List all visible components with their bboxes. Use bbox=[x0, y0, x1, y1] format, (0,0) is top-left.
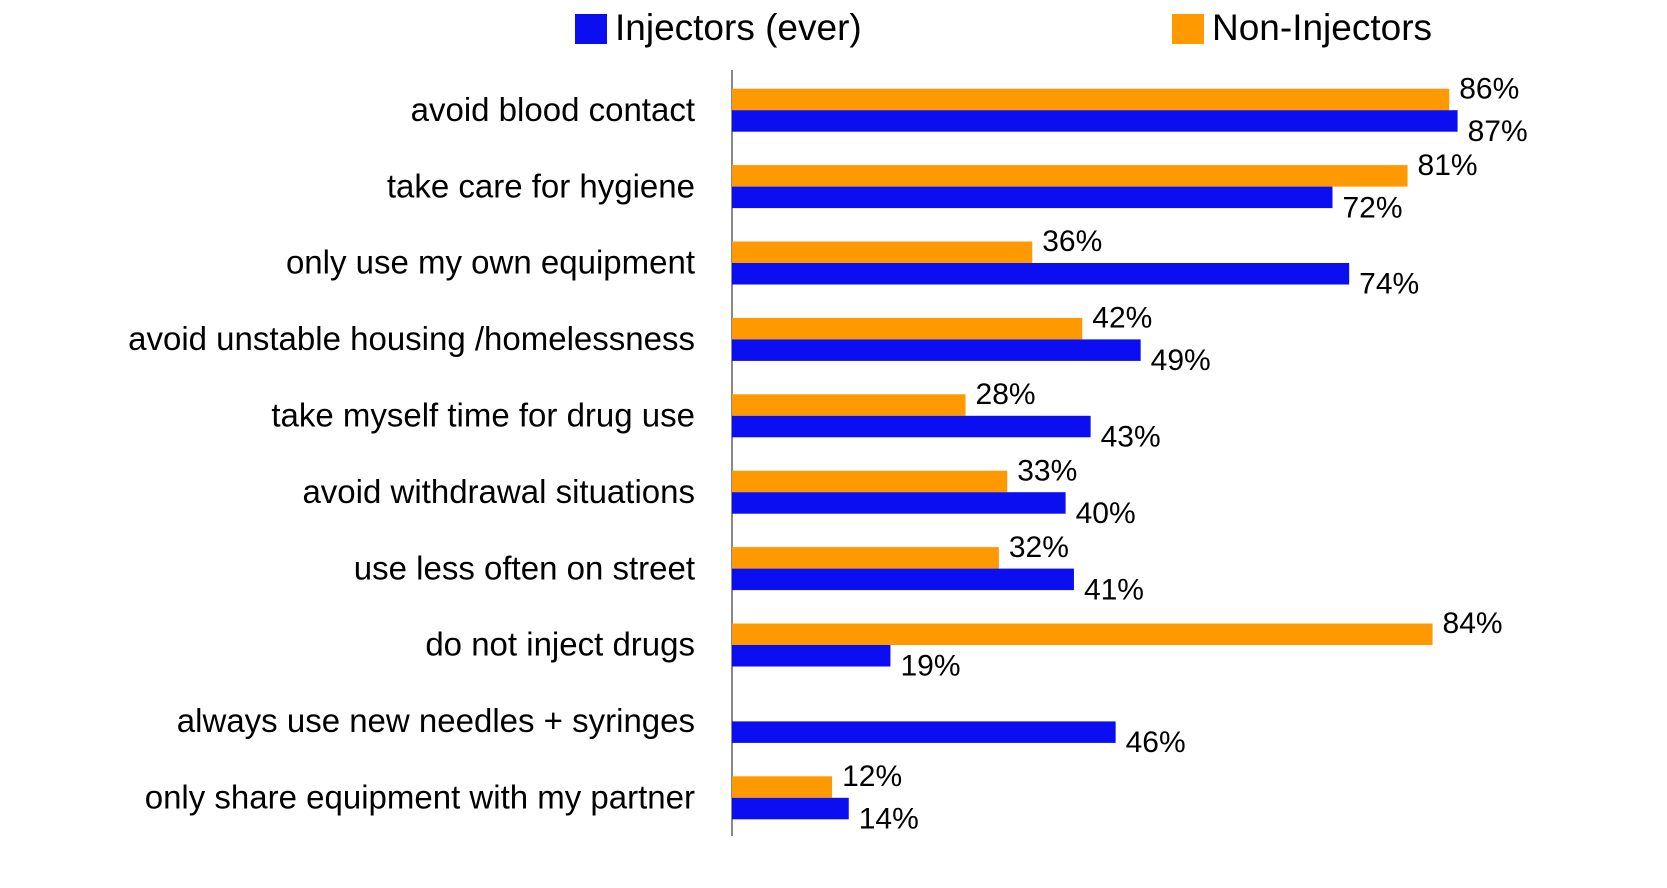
data-label: 84% bbox=[1443, 607, 1503, 640]
legend-label: Non-Injectors bbox=[1212, 7, 1432, 48]
data-label: 40% bbox=[1076, 497, 1136, 530]
category-label: only share equipment with my partner bbox=[145, 779, 695, 816]
data-label: 72% bbox=[1342, 191, 1402, 224]
bar bbox=[732, 547, 999, 569]
bar bbox=[732, 317, 1083, 340]
bar bbox=[732, 776, 833, 798]
category-label: only use my own equipment bbox=[286, 244, 695, 281]
bar bbox=[732, 721, 1116, 743]
category-label: always use new needles + syringes bbox=[177, 702, 695, 739]
bar bbox=[732, 186, 1333, 209]
bar bbox=[732, 88, 1450, 111]
data-label: 36% bbox=[1042, 225, 1102, 258]
bar bbox=[732, 645, 891, 667]
data-label: 32% bbox=[1009, 531, 1069, 564]
data-label: 42% bbox=[1092, 302, 1152, 335]
data-label: 33% bbox=[1017, 454, 1077, 487]
data-label: 43% bbox=[1101, 420, 1161, 453]
bar bbox=[732, 241, 1033, 263]
category-label: avoid withdrawal situations bbox=[302, 473, 695, 510]
bar bbox=[732, 339, 1141, 361]
category-label: take care for hygiene bbox=[387, 167, 695, 204]
bar bbox=[732, 492, 1066, 514]
data-label: 81% bbox=[1418, 149, 1478, 182]
bar bbox=[732, 165, 1408, 187]
data-label: 87% bbox=[1468, 115, 1528, 148]
category-label: avoid blood contact bbox=[411, 91, 695, 128]
legend-swatch bbox=[575, 14, 607, 44]
bar bbox=[732, 263, 1350, 285]
bar bbox=[732, 470, 1008, 493]
bar bbox=[732, 568, 1074, 591]
data-label: 41% bbox=[1084, 573, 1144, 606]
data-label: 12% bbox=[842, 760, 902, 793]
data-label: 86% bbox=[1459, 72, 1519, 105]
category-label: do not inject drugs bbox=[425, 626, 695, 663]
data-label: 46% bbox=[1126, 726, 1186, 759]
category-label: take myself time for drug use bbox=[271, 397, 695, 434]
bar bbox=[732, 394, 966, 416]
data-label: 19% bbox=[900, 650, 960, 683]
data-label: 14% bbox=[859, 802, 919, 835]
bar bbox=[732, 623, 1433, 645]
bar bbox=[732, 110, 1458, 132]
data-label: 28% bbox=[976, 378, 1036, 411]
legend-label: Injectors (ever) bbox=[615, 7, 862, 48]
bar bbox=[732, 797, 849, 820]
data-label: 49% bbox=[1151, 344, 1211, 377]
category-label: avoid unstable housing /homelessness bbox=[128, 320, 695, 357]
legend-swatch bbox=[1172, 14, 1204, 44]
data-label: 74% bbox=[1359, 268, 1419, 301]
category-label: use less often on street bbox=[354, 549, 695, 586]
bar bbox=[732, 415, 1091, 438]
